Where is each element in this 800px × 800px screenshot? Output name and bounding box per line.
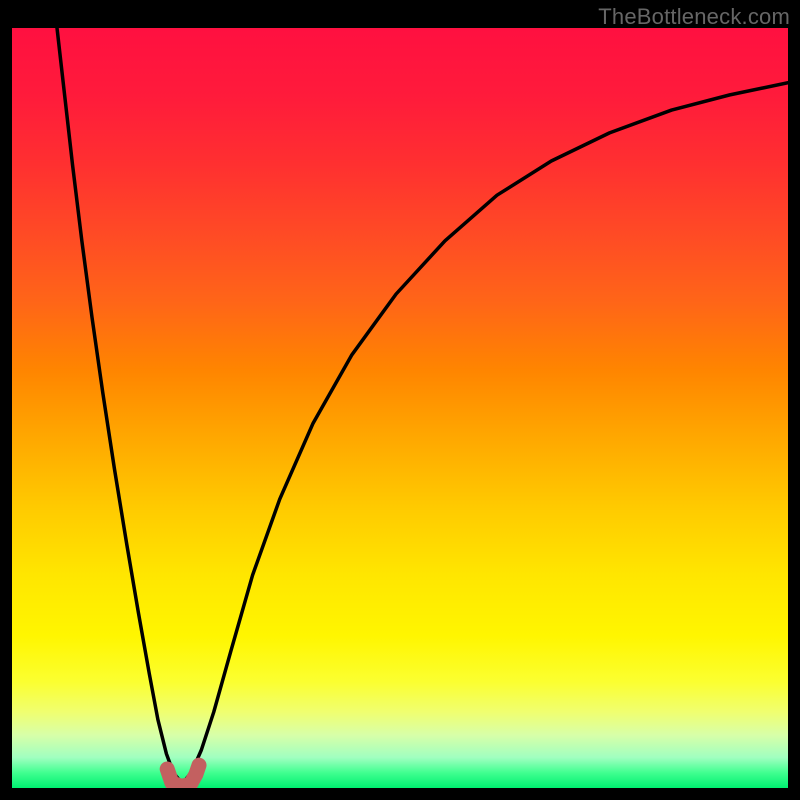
watermark-text: TheBottleneck.com <box>598 4 790 30</box>
gradient-background <box>12 28 788 788</box>
plot-area <box>12 28 788 788</box>
plot-svg <box>12 28 788 788</box>
outer-frame: TheBottleneck.com <box>0 0 800 800</box>
